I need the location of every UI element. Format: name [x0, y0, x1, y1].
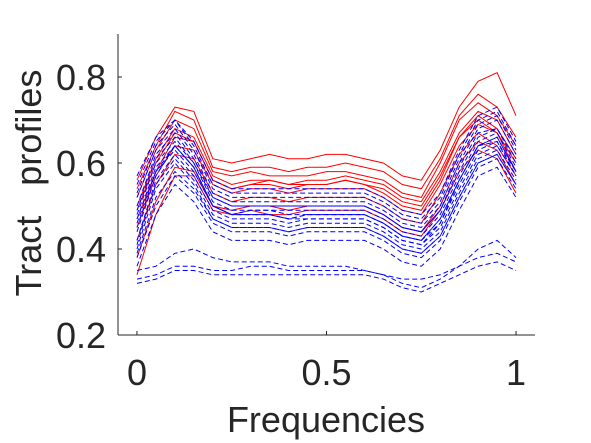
series-line-24 [136, 149, 517, 250]
series-line-22 [136, 239, 517, 289]
series-line-16 [136, 252, 517, 280]
x-tick-label: 0 [127, 352, 147, 393]
series-line-9 [136, 149, 517, 275]
series-line-14 [136, 166, 517, 267]
series-line-4 [136, 72, 517, 181]
series-line-3 [136, 132, 517, 241]
series-line-17 [136, 145, 517, 246]
ticks: 0 0.5 1 0.2 0.4 0.6 0.8 [56, 57, 526, 393]
series-line-11 [136, 140, 517, 246]
series-line-28 [136, 140, 517, 241]
series-line-13 [136, 128, 517, 233]
series-lines [136, 72, 517, 293]
series-line-2 [136, 102, 517, 198]
y-axis-title: Tract profiles [8, 70, 49, 297]
x-tick-label: 0.5 [301, 352, 351, 393]
x-tick-label: 1 [506, 352, 526, 393]
series-line-19 [136, 158, 517, 259]
series-line-23 [136, 106, 517, 216]
series-line-26 [136, 153, 517, 254]
series-line-6 [136, 110, 517, 207]
y-tick-label: 0.6 [56, 143, 106, 184]
x-axis-title: Frequencies [227, 399, 425, 440]
y-tick-label: 0.4 [56, 229, 106, 270]
series-line-1 [136, 119, 517, 220]
y-tick-label: 0.2 [56, 315, 106, 356]
series-line-15 [136, 110, 517, 220]
series-line-8 [136, 93, 517, 190]
series-line-12 [136, 153, 517, 254]
series-line-20 [136, 119, 517, 229]
series-line-27 [136, 115, 517, 224]
series-line-10 [136, 115, 517, 211]
series-line-29 [136, 261, 517, 293]
y-tick-label: 0.8 [56, 57, 106, 98]
series-line-30 [136, 127, 517, 233]
